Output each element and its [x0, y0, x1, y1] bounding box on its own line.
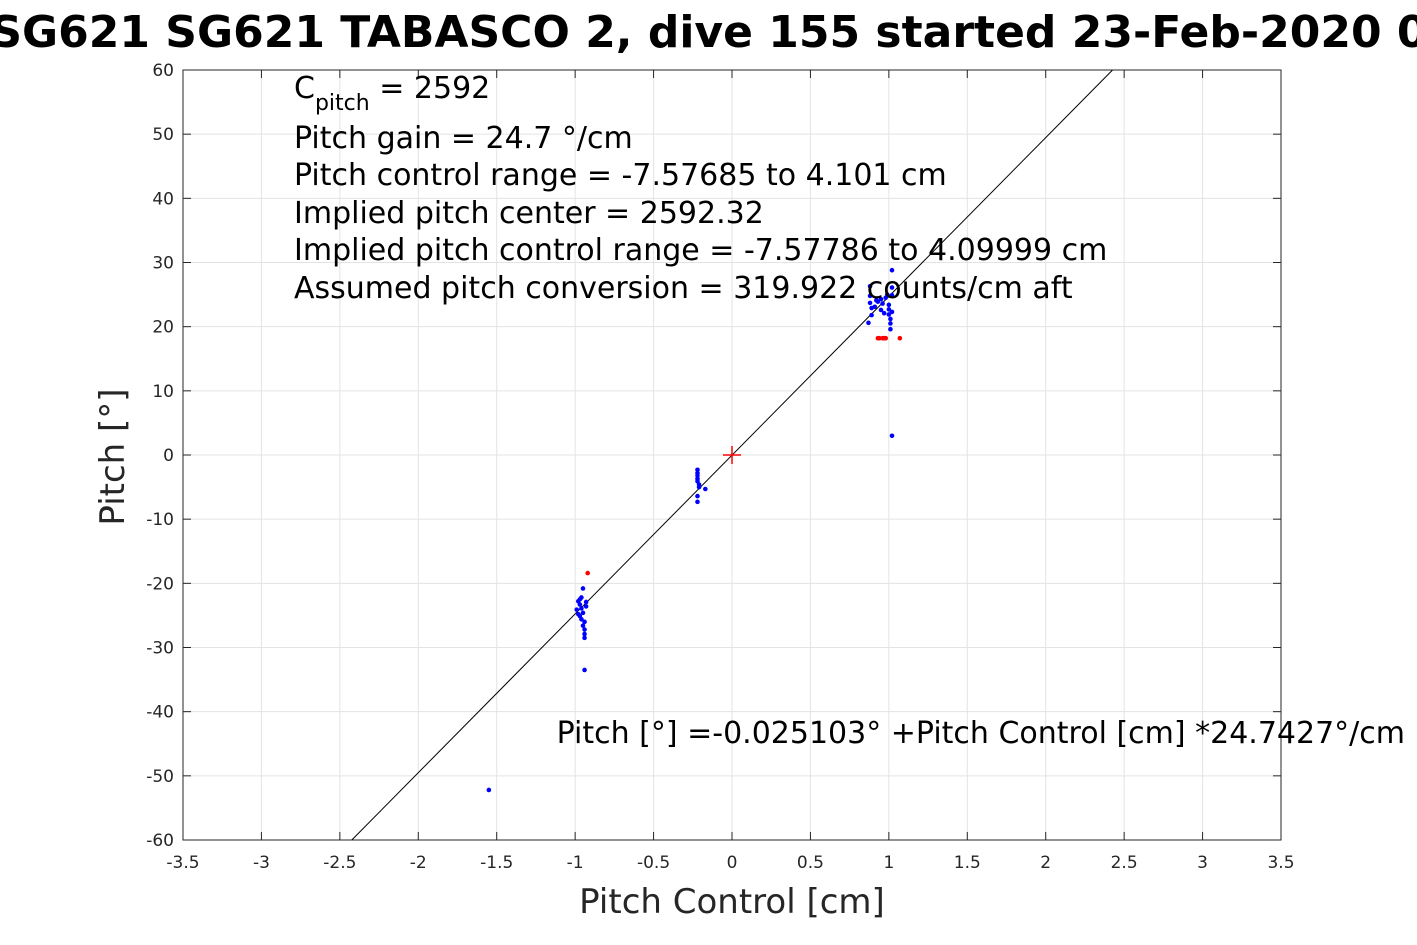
data-point — [695, 499, 700, 505]
center-marker-layer — [723, 446, 741, 464]
data-point — [884, 292, 890, 297]
pitch-conversion-annotation: Assumed pitch conversion = 319.922 count… — [294, 271, 1073, 306]
data-point — [889, 433, 895, 439]
x-tick-label: -3 — [253, 853, 270, 873]
y-tick-label: 60 — [152, 61, 174, 81]
y-tick-label: -50 — [146, 767, 174, 787]
pitch-control-range-annotation: Pitch control range = -7.57685 to 4.101 … — [294, 158, 947, 193]
data-point — [888, 316, 893, 322]
x-tick-label: 1.5 — [954, 853, 981, 873]
data-point — [889, 267, 895, 273]
data-point — [886, 312, 892, 317]
x-axis-label: Pitch Control [cm] — [579, 882, 885, 922]
data-point — [579, 606, 584, 611]
chart-title: SG621 SG621 TABASCO 2, dive 155 started … — [0, 7, 1417, 58]
y-tick-label: -20 — [146, 574, 174, 594]
y-tick-label: 0 — [163, 446, 174, 466]
data-point — [585, 570, 590, 576]
x-tick-label: 3.5 — [1267, 853, 1294, 873]
data-point — [580, 623, 586, 628]
data-point — [866, 320, 871, 326]
y-tick-label: 40 — [152, 189, 174, 209]
data-points-layer — [486, 267, 903, 793]
x-tick-label: 2 — [1040, 853, 1051, 873]
data-point — [889, 309, 895, 315]
data-point — [695, 473, 700, 478]
data-point — [579, 616, 584, 622]
x-tick-label: -2 — [410, 853, 427, 873]
data-point — [583, 599, 589, 605]
data-point — [577, 597, 583, 602]
data-point — [878, 296, 884, 302]
x-tick-label: 2.5 — [1111, 853, 1138, 873]
pitch-gain-annotation: Pitch gain = 24.7 °/cm — [294, 121, 633, 156]
x-tick-label: -0.5 — [637, 853, 670, 873]
data-point — [883, 335, 889, 341]
data-point — [583, 604, 589, 609]
y-tick-label: 30 — [152, 254, 174, 274]
data-point — [696, 484, 702, 490]
data-point — [867, 300, 873, 306]
x-axis-ticks: -3.5 -3 -2.5 -2 -1.5 -1 -0.5 0 0.5 1 1.5 2 2.5 3 3.5 — [166, 70, 1295, 873]
c-pitch-subscript: pitch — [315, 91, 370, 116]
x-tick-label: 0 — [727, 853, 738, 873]
x-tick-label: -2.5 — [323, 853, 356, 873]
data-point — [582, 619, 587, 625]
x-tick-label: -3.5 — [166, 853, 199, 873]
data-point — [577, 602, 583, 607]
x-tick-label: 1 — [883, 853, 894, 873]
y-axis-ticks: -60 -50 -40 -30 -20 -10 0 10 20 30 40 50 60 — [146, 61, 1281, 851]
y-tick-label: -40 — [146, 703, 174, 723]
data-point — [874, 298, 879, 303]
c-pitch-base: C — [294, 71, 315, 106]
data-point — [886, 307, 892, 312]
data-point — [872, 304, 878, 310]
fit-equation: Pitch [°] =-0.025103° +Pitch Control [cm… — [557, 716, 1405, 751]
data-point — [888, 326, 893, 332]
data-point — [486, 787, 492, 793]
data-point — [897, 335, 903, 341]
data-point — [867, 283, 873, 289]
data-point — [582, 631, 587, 637]
grid — [182, 69, 1282, 841]
data-point — [703, 486, 708, 492]
data-point — [695, 493, 700, 499]
data-point — [888, 321, 893, 326]
data-point — [582, 627, 587, 632]
data-point — [867, 293, 873, 299]
c-pitch-annotation: Cpitch = 2592 — [294, 71, 490, 116]
data-point — [881, 310, 887, 316]
y-tick-label: -60 — [146, 831, 174, 851]
data-point — [574, 607, 580, 612]
annotation-block: Cpitch = 2592 Pitch gain = 24.7 °/cm Pit… — [294, 71, 1107, 306]
y-tick-label: -30 — [146, 639, 174, 659]
x-tick-label: -1.5 — [480, 853, 513, 873]
data-point — [580, 610, 586, 616]
data-point — [889, 285, 895, 290]
y-axis-label: Pitch [°] — [93, 388, 133, 525]
implied-pitch-center-annotation: Implied pitch center = 2592.32 — [294, 196, 764, 231]
implied-pitch-control-range-annotation: Implied pitch control range = -7.57786 t… — [294, 233, 1107, 268]
data-point — [575, 611, 581, 617]
data-point — [580, 586, 586, 591]
x-tick-label: -1 — [567, 853, 584, 873]
data-point — [869, 312, 874, 318]
c-pitch-value: = 2592 — [370, 71, 491, 106]
data-point — [889, 292, 895, 298]
data-point — [582, 635, 587, 641]
data-point — [880, 301, 885, 306]
data-point — [886, 302, 892, 308]
y-tick-label: 50 — [152, 125, 174, 145]
x-tick-label: 3 — [1197, 853, 1208, 873]
y-tick-label: -10 — [146, 510, 174, 530]
data-point — [878, 307, 884, 313]
data-point — [695, 467, 700, 473]
y-tick-label: 10 — [152, 382, 174, 402]
x-tick-label: 0.5 — [797, 853, 824, 873]
data-point — [582, 667, 587, 673]
y-tick-label: 20 — [152, 318, 174, 338]
